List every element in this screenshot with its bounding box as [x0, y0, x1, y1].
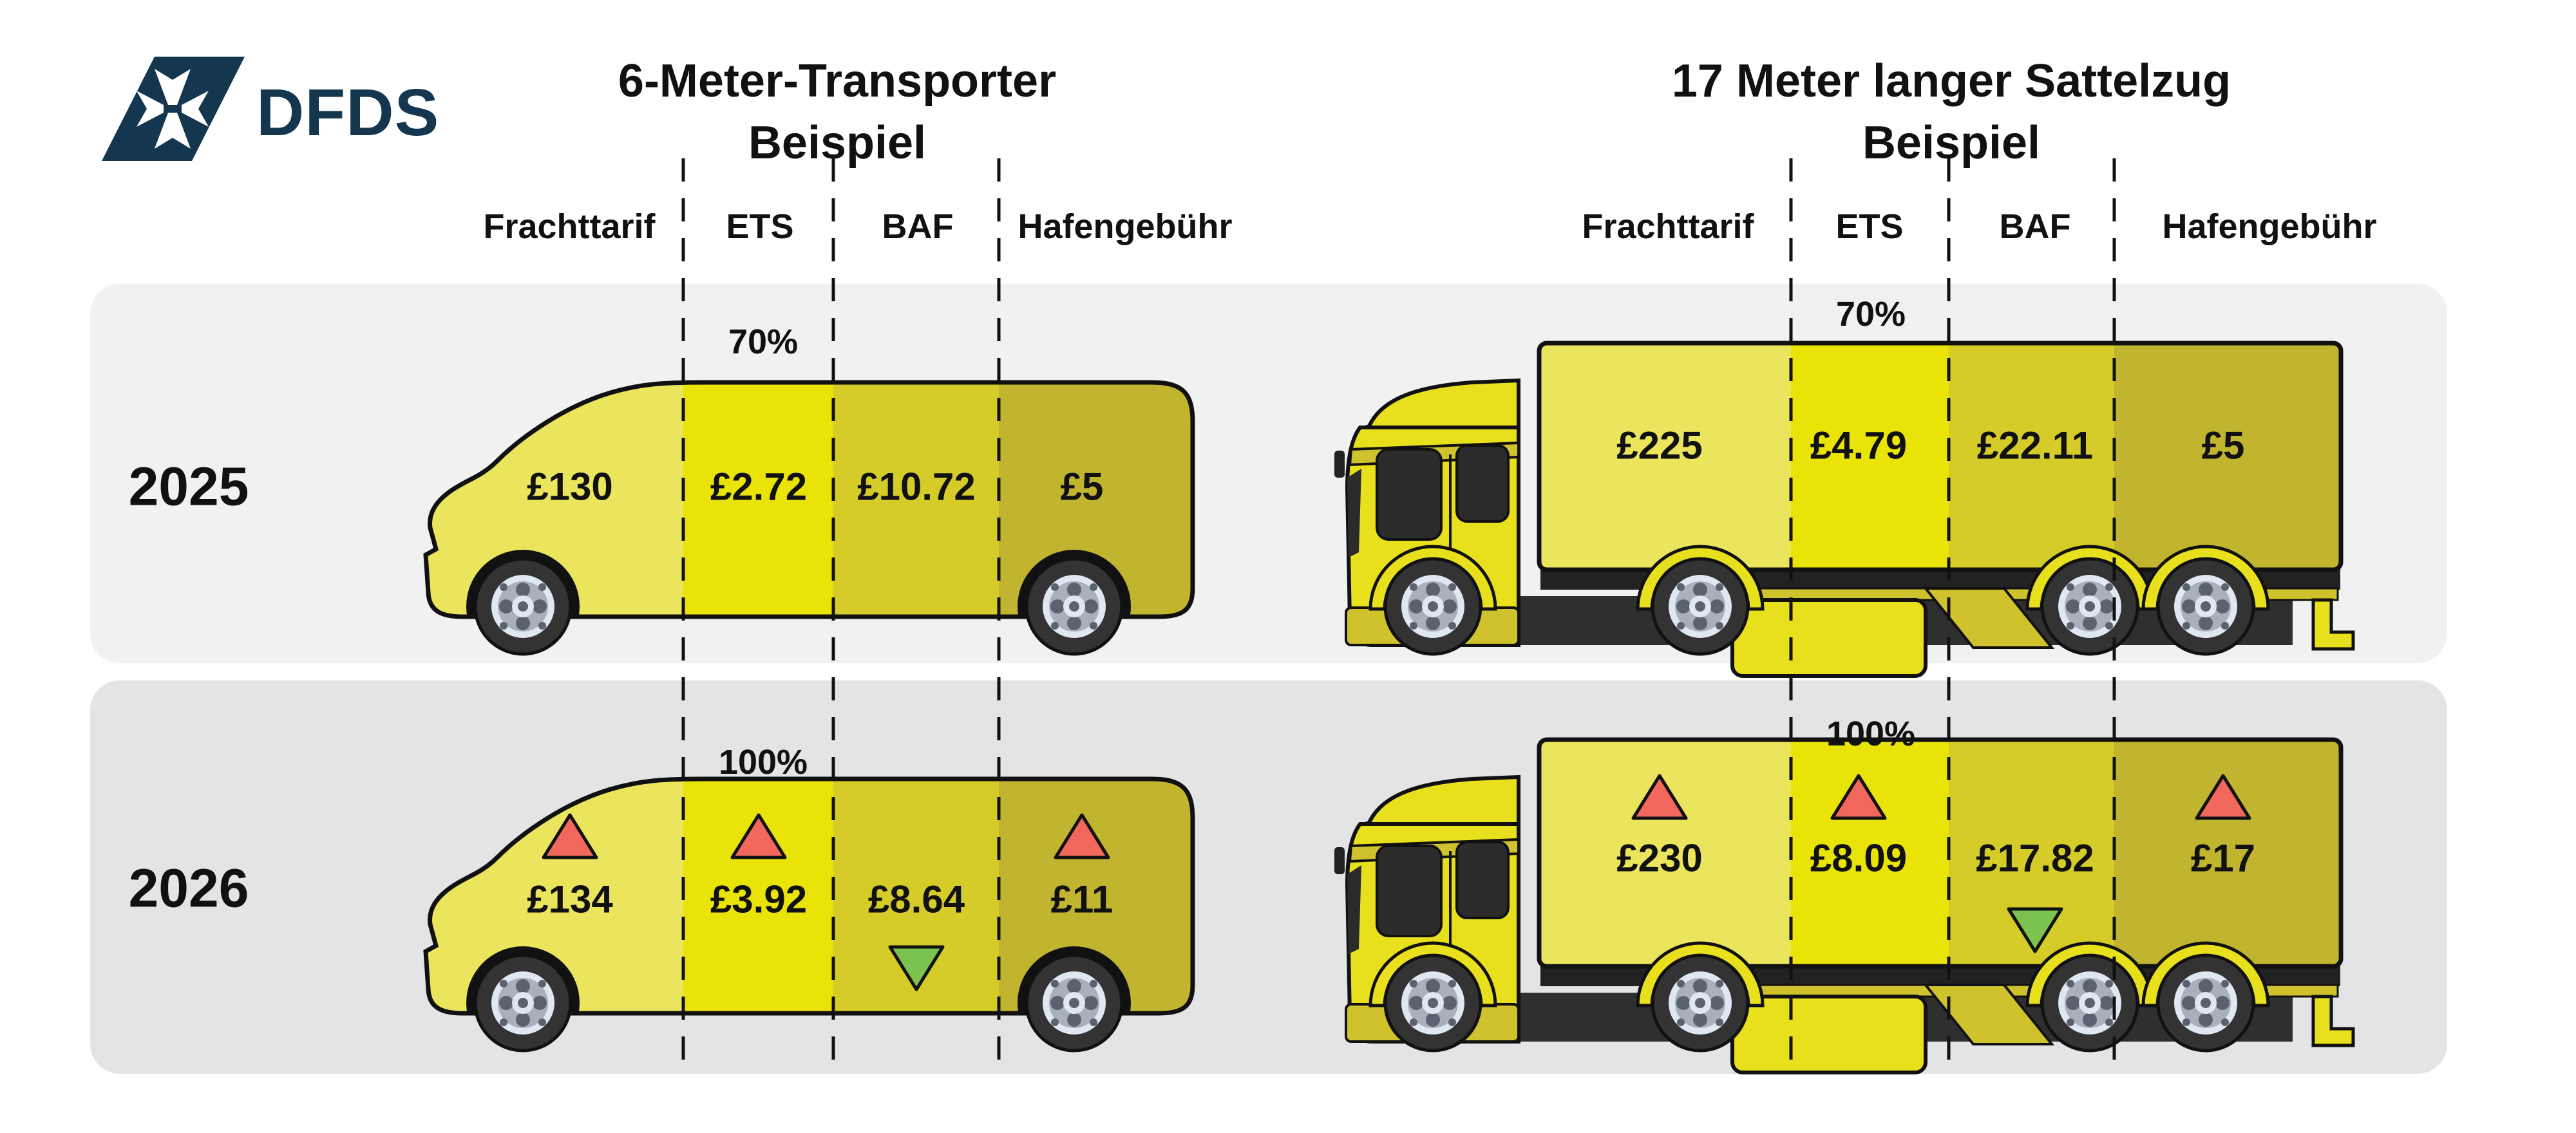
logo-parallelogram — [102, 57, 245, 161]
truck-ets-share-2026: 100% — [1826, 715, 1916, 753]
trend-up-icon — [542, 813, 598, 859]
van-2026-ets: £3.92 — [710, 877, 808, 921]
truck-col-hafengebuehr: Hafengebühr — [2162, 207, 2377, 246]
van-col-ets: ETS — [726, 207, 794, 246]
truck-2025-frachttarif: £225 — [1616, 424, 1703, 467]
truck-2026-hafengebuehr: £17 — [2190, 836, 2256, 880]
truck-col-frachttarif: Frachttarif — [1582, 207, 1754, 246]
dfds-logo: DFDS — [102, 57, 439, 161]
van-col-baf: BAF — [882, 207, 954, 246]
truck-col-baf: BAF — [1999, 207, 2071, 246]
truck-2025-baf: £22.11 — [1976, 424, 2094, 467]
truck-2026-ets: £8.09 — [1810, 836, 1908, 880]
year-label-2025: 2025 — [128, 456, 249, 517]
trend-down-icon — [2007, 907, 2063, 953]
maltese-cross-icon — [137, 69, 209, 149]
van-ets-share-2026: 100% — [718, 743, 808, 782]
truck-2025-ets: £4.79 — [1810, 424, 1908, 467]
logo-wordmark: DFDS — [256, 75, 439, 149]
van-2026-frachttarif: £134 — [527, 877, 613, 921]
trend-up-icon — [1631, 774, 1688, 820]
truck-ets-share-2025: 70% — [1835, 295, 1906, 333]
trend-up-icon — [2195, 774, 2251, 820]
truck-title-line2: Beispiel — [1862, 117, 2041, 169]
van-2025-hafengebuehr: £5 — [1060, 465, 1104, 509]
truck-col-ets: ETS — [1835, 207, 1904, 246]
trend-up-icon — [730, 813, 787, 859]
trend-up-icon — [1054, 813, 1110, 859]
van-2025-frachttarif: £130 — [527, 465, 613, 509]
trend-up-icon — [1830, 774, 1887, 820]
truck-title-line1: 17 Meter langer Sattelzug — [1671, 55, 2231, 107]
van-2026-baf: £8.64 — [867, 877, 965, 921]
year-label-2026: 2026 — [128, 857, 249, 919]
truck-2026-baf: £17.82 — [1976, 836, 2094, 880]
trend-down-icon — [888, 945, 945, 991]
truck-2025 — [1334, 335, 2353, 676]
van-title-line1: 6-Meter-Transporter — [618, 55, 1057, 107]
van-2025-ets: £2.72 — [710, 465, 808, 509]
truck-2025-hafengebuehr: £5 — [2201, 424, 2245, 467]
van-ets-share-2025: 70% — [728, 323, 799, 361]
van-col-hafengebuehr: Hafengebühr — [1018, 207, 1233, 246]
van-2026-hafengebuehr: £11 — [1050, 877, 1113, 921]
van-title-line2: Beispiel — [748, 117, 927, 169]
van-2025-baf: £10.72 — [857, 465, 976, 509]
van-col-frachttarif: Frachttarif — [483, 207, 656, 246]
truck-2026-frachttarif: £230 — [1616, 836, 1703, 880]
